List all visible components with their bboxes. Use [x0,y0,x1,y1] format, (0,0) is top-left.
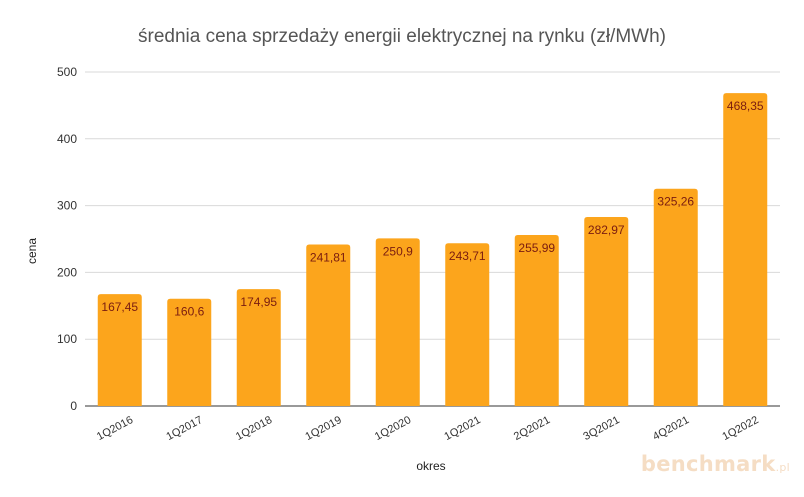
x-tick-labels: 1Q2016 1Q2017 1Q2018 1Q2019 1Q2020 1Q2021 2Q20… [95,414,761,443]
y-tick-label: 0 [70,399,77,413]
y-tick-labels: 0 100 200 300 400 500 [57,65,77,413]
x-tick-label: 1Q2021 [442,414,482,443]
watermark-suffix: .pl [775,461,790,474]
bar-value-label: 250,9 [383,244,413,258]
y-axis-label: cena [25,238,39,264]
bar [723,93,768,406]
bar [167,298,212,406]
x-tick-label: 4Q2021 [651,414,691,443]
bar [445,243,490,406]
x-axis-label: okres [416,459,445,473]
x-tick-label: 3Q2021 [581,414,621,443]
bar [236,289,281,406]
x-tick-label: 1Q2022 [720,414,760,443]
bar [653,188,698,406]
watermark-text: benchmark [640,452,776,476]
bar [97,294,142,406]
y-tick-label: 300 [57,199,77,213]
bar [375,238,420,406]
x-tick-label: 2Q2021 [512,414,552,443]
bar-value-label: 160,6 [174,305,204,319]
y-tick-label: 400 [57,132,77,146]
x-tick-label: 1Q2018 [234,414,274,443]
bar-value-label: 174,95 [240,295,277,309]
bar [306,244,351,406]
chart-title: średnia cena sprzedaży energii elektrycz… [138,26,666,47]
bar-value-label: 468,35 [727,99,764,113]
bar [514,234,559,406]
bar-value-label: 241,81 [310,250,347,264]
y-tick-label: 500 [57,65,77,79]
bars: 167,45 160,6 174,95 241,81 250,9 243,71 255,99… [97,93,768,406]
x-tick-label: 1Q2017 [164,414,204,443]
bar-value-label: 255,99 [518,241,555,255]
x-tick-label: 1Q2019 [303,414,343,443]
y-tick-label: 200 [57,265,77,279]
watermark-logo: benchmark.pl [641,452,790,476]
y-tick-label: 100 [57,332,77,346]
x-tick-label: 1Q2020 [373,414,413,443]
bar-value-label: 167,45 [101,300,138,314]
bar-value-label: 243,71 [449,249,486,263]
bar [584,216,629,406]
bar-value-label: 282,97 [588,223,625,237]
bar-value-label: 325,26 [657,195,694,209]
x-tick-label: 1Q2016 [95,414,135,443]
